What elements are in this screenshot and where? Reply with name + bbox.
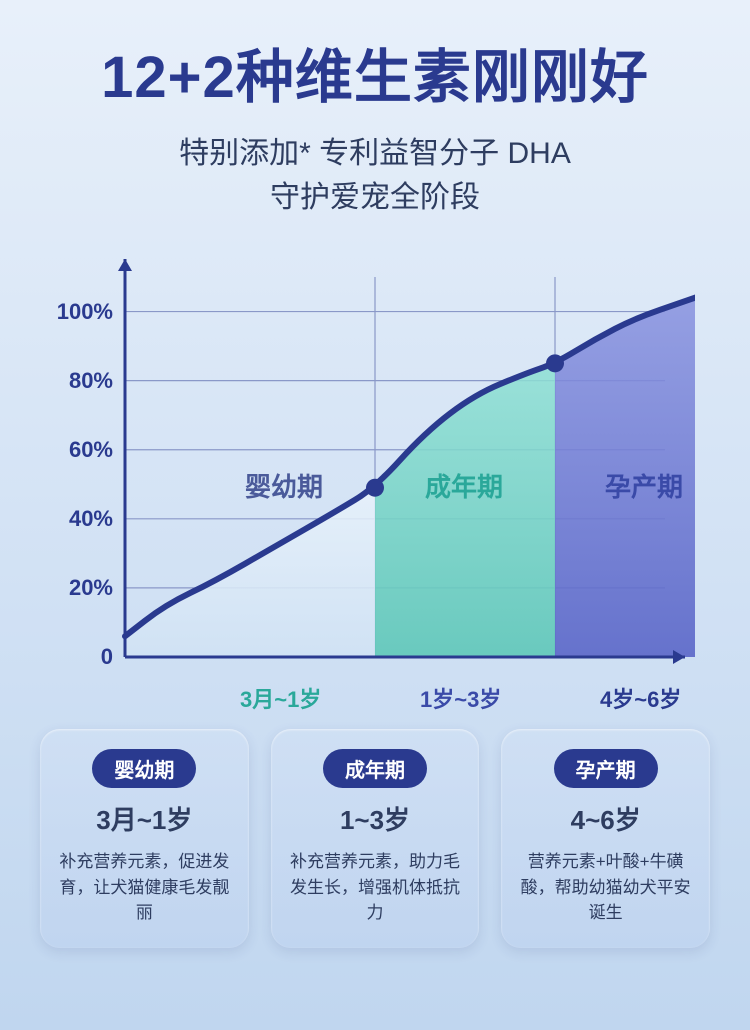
stage-age: 4~6岁: [517, 800, 694, 837]
stage-pill: 婴幼期: [92, 749, 196, 788]
stage-card: 成年期 1~3岁补充营养元素，助力毛发生长，增强机体抵抗力: [271, 729, 480, 948]
stage-age: 3月~1岁: [56, 800, 233, 837]
stage-age: 1~3岁: [287, 800, 464, 837]
stage-pill: 成年期: [323, 749, 427, 788]
y-tick-label: 40%: [69, 506, 113, 532]
x-tick-label: 3月~1岁: [240, 682, 321, 714]
y-tick-label: 60%: [69, 437, 113, 463]
y-tick-label: 80%: [69, 368, 113, 394]
x-tick-label: 1岁~3岁: [420, 682, 501, 714]
stage-desc: 补充营养元素，助力毛发生长，增强机体抵抗力: [287, 849, 464, 926]
stage-cards: 婴幼期 3月~1岁补充营养元素，促进发育，让犬猫健康毛发靓丽 成年期 1~3岁补充营养…: [0, 729, 750, 948]
segment-label: 孕产期: [605, 467, 683, 504]
stage-desc: 补充营养元素，促进发育，让犬猫健康毛发靓丽: [56, 849, 233, 926]
stage-desc: 营养元素+叶酸+牛磺酸，帮助幼猫幼犬平安诞生: [517, 849, 694, 926]
segment-label: 成年期: [425, 467, 503, 504]
subtitle: 特别添加* 专利益智分子 DHA 守护爱宠全阶段: [0, 132, 750, 219]
subtitle-line2: 守护爱宠全阶段: [0, 176, 750, 220]
main-title: 12+2种维生素刚刚好: [0, 30, 750, 114]
x-tick-label: 4岁~6岁: [600, 682, 681, 714]
y-tick-label: 20%: [69, 575, 113, 601]
stage-pill: 孕产期: [554, 749, 658, 788]
y-tick-label: 100%: [57, 299, 113, 325]
stage-card: 婴幼期 3月~1岁补充营养元素，促进发育，让犬猫健康毛发靓丽: [40, 729, 249, 948]
stage-card: 孕产期 4~6岁营养元素+叶酸+牛磺酸，帮助幼猫幼犬平安诞生: [501, 729, 710, 948]
chart-svg: [55, 247, 695, 717]
segment-label: 婴幼期: [245, 467, 323, 504]
growth-chart: 0 20% 40% 60% 80% 100% 婴幼期 3月~1岁 成年期 1岁~3岁 孕产期 4岁~6…: [55, 247, 695, 717]
subtitle-line1: 特别添加* 专利益智分子 DHA: [0, 132, 750, 176]
y-tick-label: 0: [101, 644, 113, 670]
